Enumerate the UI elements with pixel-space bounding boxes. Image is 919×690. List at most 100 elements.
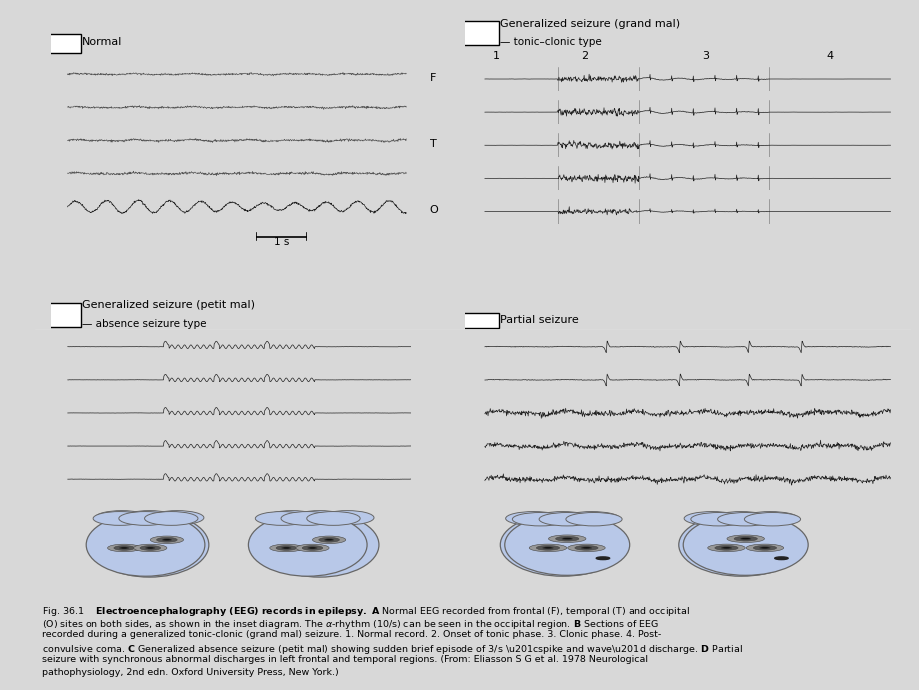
Text: (O) sites on both sides, as shown in the inset diagram. The $\alpha$-rhythm (10/: (O) sites on both sides, as shown in the… (42, 618, 659, 631)
Circle shape (573, 546, 584, 549)
Ellipse shape (683, 514, 807, 575)
Circle shape (130, 532, 145, 535)
Ellipse shape (119, 511, 172, 525)
FancyBboxPatch shape (462, 313, 498, 328)
Circle shape (720, 546, 731, 549)
Text: 3: 3 (701, 51, 709, 61)
Text: Fig. 36.1    $\bf{Electroencephalography\ (EEG)\ records\ in\ epilepsy.}$ $\bf{A: Fig. 36.1 $\bf{Electroencephalography\ (… (42, 605, 689, 618)
Text: A: A (61, 37, 69, 47)
Circle shape (108, 544, 141, 552)
Circle shape (140, 546, 161, 551)
Text: T: T (429, 139, 436, 149)
Circle shape (567, 544, 605, 551)
Ellipse shape (512, 513, 568, 526)
Circle shape (301, 543, 315, 546)
Circle shape (745, 544, 783, 551)
Circle shape (733, 536, 756, 541)
Text: recorded during a generalized tonic-clonic (grand mal) seizure. 1. Normal record: recorded during a generalized tonic-clon… (42, 630, 661, 639)
Ellipse shape (678, 513, 803, 576)
Ellipse shape (565, 513, 621, 526)
Text: F: F (148, 528, 153, 537)
Ellipse shape (86, 513, 205, 576)
Circle shape (269, 544, 302, 552)
Ellipse shape (93, 511, 146, 525)
Circle shape (296, 544, 329, 552)
Circle shape (150, 536, 183, 544)
Circle shape (759, 546, 769, 549)
Ellipse shape (306, 511, 359, 525)
Circle shape (719, 534, 762, 543)
Text: 2: 2 (581, 51, 588, 61)
Text: — absence seizure type: — absence seizure type (82, 319, 207, 329)
Ellipse shape (265, 511, 318, 525)
Text: Generalized seizure (petit mal): Generalized seizure (petit mal) (82, 300, 255, 310)
Circle shape (548, 535, 585, 542)
Circle shape (156, 538, 177, 542)
FancyBboxPatch shape (49, 303, 81, 326)
Text: F: F (312, 528, 317, 537)
Text: T: T (149, 550, 153, 559)
Circle shape (145, 547, 155, 549)
Text: Generalized seizure (grand mal): Generalized seizure (grand mal) (500, 19, 680, 29)
Circle shape (751, 546, 763, 549)
Circle shape (153, 543, 168, 546)
Circle shape (555, 536, 578, 541)
Ellipse shape (122, 511, 176, 525)
Ellipse shape (712, 511, 768, 525)
Ellipse shape (90, 513, 209, 577)
Circle shape (714, 546, 737, 550)
Text: F: F (429, 73, 436, 83)
Ellipse shape (539, 513, 595, 526)
Text: pathophysiology, 2nd edn. Oxford University Press, New York.): pathophysiology, 2nd edn. Oxford Univers… (42, 668, 338, 677)
Ellipse shape (684, 511, 740, 525)
Text: O: O (171, 538, 176, 548)
Ellipse shape (534, 511, 590, 525)
Circle shape (727, 536, 754, 541)
Circle shape (276, 546, 296, 551)
Text: T: T (312, 550, 316, 559)
Text: O: O (290, 538, 296, 548)
Ellipse shape (280, 511, 335, 525)
Circle shape (710, 545, 737, 551)
Ellipse shape (505, 514, 629, 575)
Text: convulsive coma. $\bf{C}$ Generalized absence seizure (petit mal) showing sudden: convulsive coma. $\bf{C}$ Generalized ab… (42, 643, 742, 656)
Circle shape (740, 538, 750, 540)
Circle shape (574, 546, 597, 550)
Circle shape (753, 546, 776, 550)
Text: 4: 4 (826, 51, 834, 61)
Circle shape (524, 544, 567, 552)
Ellipse shape (563, 511, 619, 525)
FancyBboxPatch shape (462, 21, 498, 45)
Circle shape (133, 544, 166, 552)
FancyBboxPatch shape (49, 34, 81, 53)
Circle shape (323, 532, 338, 535)
Ellipse shape (151, 511, 204, 525)
Ellipse shape (717, 513, 773, 526)
Text: C: C (61, 308, 69, 318)
Circle shape (114, 546, 134, 551)
Circle shape (581, 546, 591, 549)
Circle shape (536, 546, 559, 550)
Text: Partial seizure: Partial seizure (500, 315, 578, 325)
Circle shape (281, 547, 290, 549)
Circle shape (540, 534, 584, 543)
Circle shape (532, 545, 559, 551)
Circle shape (119, 547, 129, 549)
Text: B: B (476, 26, 484, 37)
Circle shape (539, 546, 552, 549)
Circle shape (774, 557, 788, 560)
Circle shape (702, 544, 745, 552)
Circle shape (734, 538, 746, 540)
Circle shape (301, 546, 323, 551)
Circle shape (324, 539, 334, 541)
Circle shape (726, 535, 764, 542)
Text: — tonic–clonic type: — tonic–clonic type (500, 37, 601, 48)
Circle shape (162, 539, 172, 541)
Ellipse shape (742, 511, 798, 525)
Circle shape (565, 545, 592, 551)
Circle shape (312, 536, 346, 544)
Ellipse shape (690, 513, 746, 526)
Ellipse shape (255, 511, 309, 525)
Circle shape (322, 555, 336, 558)
Ellipse shape (292, 511, 346, 525)
